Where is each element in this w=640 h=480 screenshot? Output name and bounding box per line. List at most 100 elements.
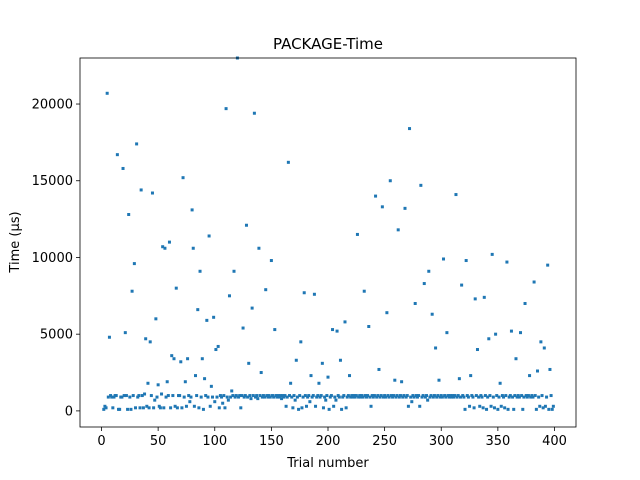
data-point	[282, 395, 286, 399]
data-point	[161, 245, 165, 249]
data-point	[192, 404, 196, 408]
data-point	[466, 395, 470, 399]
data-point	[214, 348, 218, 352]
data-point	[386, 394, 390, 398]
data-point	[154, 317, 158, 321]
data-point	[290, 395, 294, 399]
data-point	[525, 395, 529, 399]
data-point	[471, 395, 475, 399]
x-tick-label: 50	[150, 434, 167, 449]
x-tick-label: 200	[316, 434, 341, 449]
data-point	[149, 394, 153, 398]
data-point	[404, 395, 408, 399]
plot-area	[79, 56, 577, 428]
data-point	[121, 166, 125, 170]
data-point	[414, 394, 418, 398]
data-point	[429, 394, 433, 398]
data-point	[250, 306, 254, 310]
data-point	[477, 395, 481, 399]
data-point	[550, 407, 554, 411]
data-point	[345, 395, 349, 399]
data-point	[375, 395, 379, 399]
data-point	[374, 194, 378, 198]
data-point	[393, 378, 397, 382]
data-point	[265, 394, 269, 398]
data-point	[249, 397, 253, 401]
data-point	[292, 394, 296, 398]
y-axis-label: Time (µs)	[8, 211, 23, 273]
data-point	[410, 400, 414, 404]
data-point	[325, 394, 329, 398]
y-tick-label: 15000	[32, 174, 73, 189]
data-point	[381, 395, 385, 399]
data-point	[204, 394, 208, 398]
data-point	[172, 357, 176, 361]
data-point	[524, 394, 528, 398]
data-point	[173, 404, 177, 408]
data-point	[203, 377, 207, 381]
data-point	[128, 395, 132, 399]
data-point	[490, 252, 494, 256]
data-point	[129, 407, 133, 411]
data-point	[387, 395, 391, 399]
data-point	[470, 394, 474, 398]
data-point	[486, 395, 490, 399]
data-point	[244, 223, 248, 227]
data-point	[181, 176, 185, 180]
data-point	[452, 395, 456, 399]
data-point	[199, 395, 203, 399]
x-tick-label: 0	[97, 434, 105, 449]
data-point	[540, 394, 544, 398]
data-point	[264, 288, 268, 292]
data-point	[112, 395, 116, 399]
data-point	[294, 358, 298, 362]
data-point	[329, 394, 333, 398]
data-point	[520, 394, 524, 398]
data-point	[130, 289, 134, 293]
data-point	[489, 404, 493, 408]
data-point	[247, 361, 251, 365]
data-point	[274, 394, 278, 398]
data-point	[242, 395, 246, 399]
data-point	[537, 395, 541, 399]
data-point	[542, 346, 546, 350]
data-point	[109, 394, 113, 398]
data-point	[213, 400, 217, 404]
data-point	[105, 91, 109, 95]
x-tick-label: 100	[202, 434, 227, 449]
data-point	[401, 395, 405, 399]
data-point	[485, 407, 489, 411]
data-point	[165, 380, 169, 384]
x-tick-label: 400	[542, 434, 567, 449]
data-point	[320, 361, 324, 365]
data-point	[273, 328, 277, 332]
data-point	[122, 394, 126, 398]
data-point	[473, 297, 477, 301]
data-point	[267, 394, 271, 398]
data-point	[196, 308, 200, 312]
data-point	[517, 395, 521, 399]
data-point	[300, 406, 304, 410]
data-point	[499, 404, 503, 408]
data-point	[355, 232, 359, 236]
data-point	[526, 394, 530, 398]
data-point	[187, 394, 191, 398]
data-point	[455, 395, 459, 399]
data-point	[222, 394, 226, 398]
data-point	[494, 332, 498, 336]
data-point	[132, 262, 136, 266]
data-point	[256, 397, 260, 401]
data-point	[183, 380, 187, 384]
data-point	[278, 394, 282, 398]
data-point	[460, 283, 464, 287]
data-point	[145, 404, 149, 408]
data-point	[175, 406, 179, 410]
data-point	[516, 394, 520, 398]
data-point	[207, 234, 211, 238]
data-point	[487, 337, 491, 341]
data-point	[366, 394, 370, 398]
data-point	[445, 331, 449, 335]
data-point	[123, 331, 127, 335]
data-point	[326, 375, 330, 379]
data-point	[304, 404, 308, 408]
